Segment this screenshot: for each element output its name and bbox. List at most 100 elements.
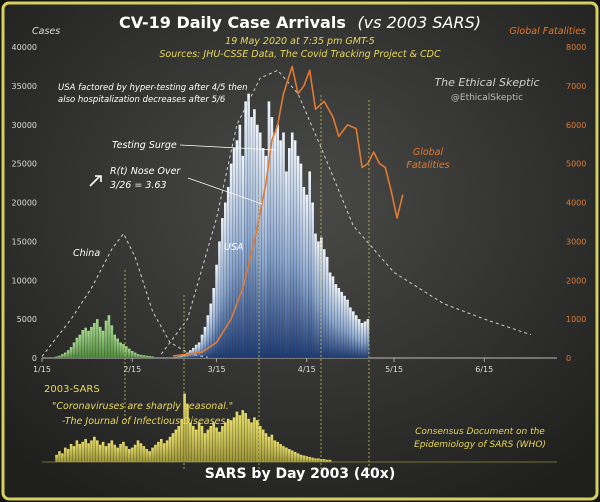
sars-bar xyxy=(206,429,210,462)
sars-bar xyxy=(253,417,256,462)
china-bar xyxy=(122,344,125,358)
usa-bar xyxy=(232,148,236,358)
x-axis-ticks: 1/15 2/15 3/15 4/15 5/15 6/15 xyxy=(33,358,493,374)
sars-bar xyxy=(264,433,268,462)
usa-bar xyxy=(352,311,355,358)
right-axis-ticks: 0 1000 2000 3000 4000 5000 6000 7000 8000 xyxy=(566,43,586,363)
sars-bar xyxy=(293,451,297,462)
chart-title-suffix: (vs 2003 SARS) xyxy=(357,13,481,32)
sars-bar xyxy=(186,404,189,462)
chart-date: 19 May 2020 at 7:35 pm GMT-5 xyxy=(225,36,375,47)
left-tick-label: 30000 xyxy=(12,121,37,130)
x-tick-label: 3/15 xyxy=(208,365,226,374)
rt-pointer xyxy=(187,177,263,205)
sars-bar xyxy=(270,434,274,462)
right-tick-label: 4000 xyxy=(566,199,586,208)
usa-bar xyxy=(296,155,300,358)
left-tick-label: 35000 xyxy=(12,82,37,91)
x-tick-label: 5/15 xyxy=(385,365,403,374)
china-bar xyxy=(127,348,131,358)
usa-bar xyxy=(256,124,259,358)
watermark-line1: The Ethical Skeptic xyxy=(434,76,539,89)
usa-bar xyxy=(302,186,306,358)
sars-bar xyxy=(107,443,111,462)
usa-bar xyxy=(177,356,181,358)
sars-bar xyxy=(154,444,157,462)
left-tick-label: 10000 xyxy=(12,276,37,285)
china-bar xyxy=(139,354,143,358)
sars-bar xyxy=(296,453,300,462)
china-bar xyxy=(151,356,154,358)
x-tick-label: 4/15 xyxy=(298,365,316,374)
usa-bar xyxy=(331,276,335,358)
china-bar xyxy=(125,346,128,358)
sars-bar xyxy=(285,447,288,462)
china-bar xyxy=(63,352,67,358)
usa-bar xyxy=(226,186,230,358)
sars-bar xyxy=(116,447,119,462)
sars-bar xyxy=(104,446,108,462)
usa-bar xyxy=(366,319,370,358)
left-tick-label: 20000 xyxy=(12,199,37,208)
usa-bar xyxy=(223,202,227,358)
sars-bar xyxy=(218,431,221,462)
usa-bar xyxy=(241,155,245,358)
sars-bar xyxy=(244,413,247,462)
china-bar xyxy=(90,326,93,358)
china-bars xyxy=(55,315,154,358)
x-tick-label: 1/15 xyxy=(33,365,51,374)
rt-note-line2: 3/26 = 3.63 xyxy=(110,180,167,191)
usa-bar xyxy=(317,241,320,358)
sars-bar xyxy=(127,449,131,462)
sars-bar xyxy=(157,441,160,462)
sars-bar xyxy=(308,456,311,462)
usa-bar xyxy=(200,334,204,358)
usa-bar xyxy=(334,284,338,358)
sars-bar xyxy=(223,422,227,462)
china-bar xyxy=(136,354,140,358)
china-bar xyxy=(72,342,76,358)
usa-bar xyxy=(314,233,317,358)
sars-bar xyxy=(267,436,271,462)
usa-bar xyxy=(279,140,282,358)
usa-bar xyxy=(276,124,279,358)
sars-bar xyxy=(125,446,128,462)
usa-bar xyxy=(267,101,271,359)
right-tick-label: 6000 xyxy=(566,121,586,130)
sars-bar xyxy=(288,449,291,462)
usa-bars xyxy=(168,93,370,359)
sars-bar xyxy=(55,454,58,462)
sars-bar xyxy=(229,420,233,462)
usa-note-line1: USA factored by hyper-testing after 4/5 … xyxy=(58,83,247,93)
consensus-line1: Consensus Document on the xyxy=(415,427,545,437)
usa-bar xyxy=(264,155,268,358)
usa-bar xyxy=(322,249,326,358)
testing-surge-label: Testing Surge xyxy=(112,140,177,151)
sars-bar xyxy=(305,456,309,462)
usa-bar xyxy=(273,132,277,358)
seasonal-curves xyxy=(41,69,531,358)
sars-bar xyxy=(290,450,294,462)
usa-bar xyxy=(305,194,309,358)
usa-bar xyxy=(171,357,175,358)
usa-bar xyxy=(288,148,291,358)
china-bar xyxy=(101,330,105,358)
sars-bar xyxy=(314,458,317,462)
usa-bar xyxy=(244,101,247,359)
usa-bar xyxy=(299,163,303,358)
sars-bar xyxy=(226,418,230,462)
sars-bar xyxy=(151,447,154,462)
china-bar xyxy=(107,315,111,358)
sars-bars xyxy=(42,393,557,463)
china-bar xyxy=(130,351,134,358)
sars-bar xyxy=(232,417,236,462)
sars-bar xyxy=(58,451,61,462)
china-bar xyxy=(104,320,108,358)
sars-bar xyxy=(61,453,64,462)
sars-bar xyxy=(261,429,265,462)
sars-bar xyxy=(177,426,181,462)
sars-bar xyxy=(183,393,186,462)
usa-bar xyxy=(235,140,239,358)
sars-bar xyxy=(250,422,253,462)
